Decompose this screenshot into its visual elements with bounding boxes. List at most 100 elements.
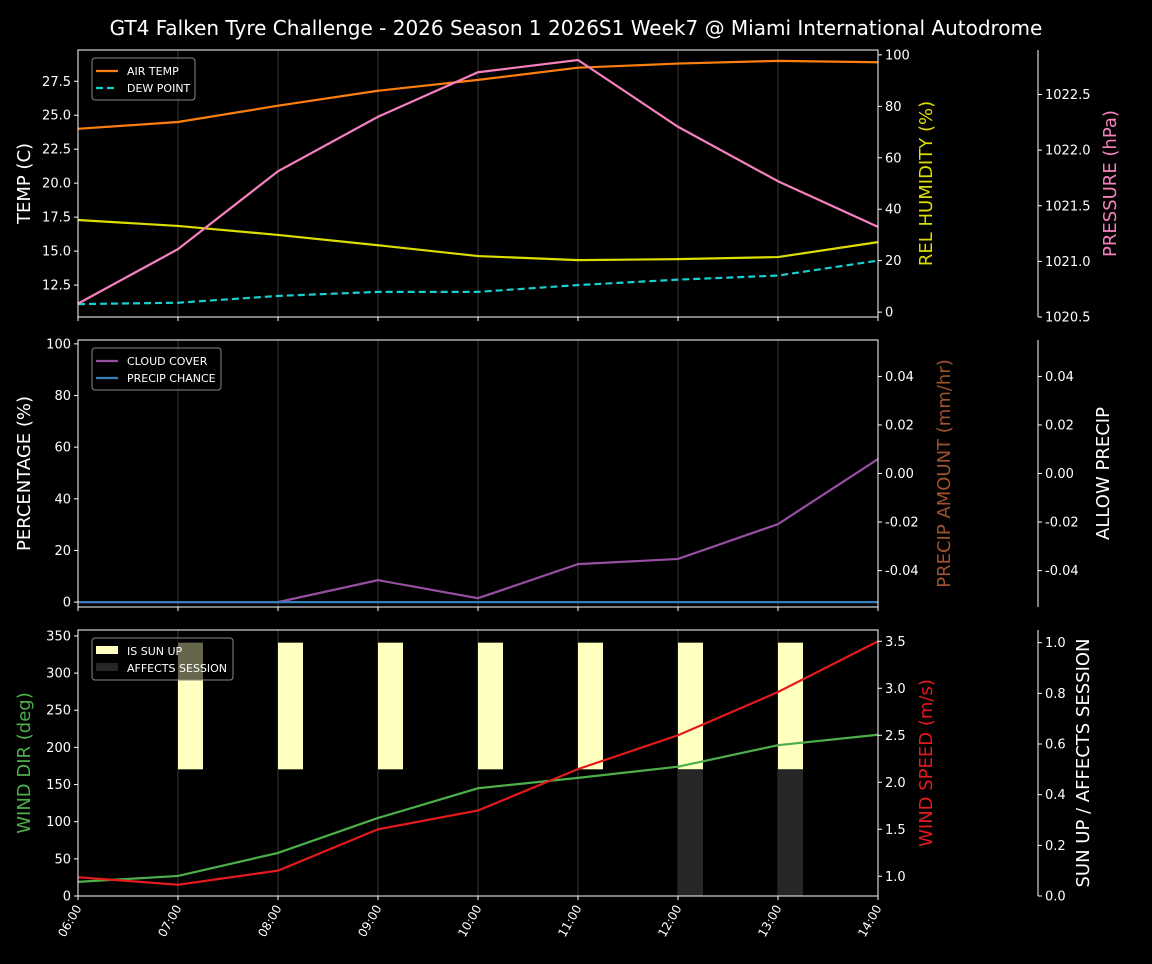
y-tick-label: 100 [885, 48, 910, 63]
y-tick-label: 2.5 [885, 729, 906, 744]
y-tick-label: 0 [63, 596, 71, 611]
y-tick-label: -0.02 [1045, 516, 1079, 531]
y-tick-label: 20.0 [42, 177, 71, 192]
y-tick-label: 60 [54, 441, 71, 456]
y-tick-label: 22.5 [42, 143, 71, 158]
y-tick-label: 40 [54, 492, 71, 507]
y-tick-label: 100 [46, 815, 71, 830]
y-tick-label: 0.0 [1045, 890, 1066, 905]
legend: CLOUD COVER PRECIP CHANCE [91, 347, 222, 391]
y-tick-label: 0.00 [1045, 467, 1074, 482]
x-tick-label: 07:00 [155, 903, 184, 940]
y-tick-label: 1022.5 [1045, 88, 1091, 103]
x-tick-label: 08:00 [255, 903, 284, 940]
legend-label: DEW POINT [127, 82, 191, 95]
affects-session-bar [678, 769, 703, 896]
y-tick-label: 80 [885, 100, 902, 115]
legend-box [91, 637, 234, 681]
y-tick-label: 2.0 [885, 776, 906, 791]
legend-box [91, 57, 196, 101]
left-series-line [77, 733, 879, 883]
y-tick-label: 12.5 [42, 279, 71, 294]
y-tick-label: 20 [54, 544, 71, 559]
y-tick-label: 50 [54, 852, 71, 867]
sun-up-bar [578, 642, 603, 770]
y-tick-label: 20 [885, 254, 902, 269]
y-tick-label: 80 [54, 389, 71, 404]
right2-series-line [77, 58, 879, 305]
axis-label-left: WIND DIR (deg) [14, 692, 35, 834]
x-tick-label: 10:00 [455, 903, 484, 940]
sun-up-bar [478, 642, 503, 770]
right1-series-line [77, 640, 879, 886]
x-tick-label: 13:00 [755, 903, 784, 940]
y-tick-label: 3.5 [885, 635, 906, 650]
y-tick-label: 15.0 [42, 245, 71, 260]
dew-point-line [77, 259, 879, 306]
y-tick-label: 1020.5 [1045, 311, 1091, 326]
y-tick-label: 60 [885, 151, 902, 166]
y-tick-label: 300 [46, 667, 71, 682]
legend-label: AFFECTS SESSION [127, 662, 227, 675]
right1-series-line [77, 218, 879, 262]
y-tick-label: 0 [63, 890, 71, 905]
axis-label-right2: SUN UP / AFFECTS SESSION [1073, 638, 1094, 887]
y-tick-label: 1022.0 [1045, 144, 1091, 159]
legend-swatch [96, 646, 118, 654]
chart-title: GT4 Falken Tyre Challenge - 2026 Season … [110, 16, 1043, 40]
y-tick-label: 0.4 [1045, 788, 1066, 803]
y-tick-label: 350 [46, 629, 71, 644]
legend-label: CLOUD COVER [127, 355, 208, 368]
legend-label: PRECIP CHANCE [127, 372, 216, 385]
y-tick-label: 1.0 [1045, 636, 1066, 651]
y-tick-label: 25.0 [42, 109, 71, 124]
air-temp-line [77, 59, 879, 130]
axis-label-left: PERCENTAGE (%) [14, 396, 35, 551]
x-tick-label: 06:00 [55, 903, 84, 940]
y-tick-label: 3.0 [885, 682, 906, 697]
y-tick-label: 250 [46, 704, 71, 719]
x-tick-label: 09:00 [355, 903, 384, 940]
legend: AIR TEMP DEW POINT [91, 57, 196, 101]
y-tick-label: 0.8 [1045, 687, 1066, 702]
sun-up-bar [678, 642, 703, 770]
y-tick-label: -0.04 [1045, 564, 1079, 579]
affects-session-bar [778, 769, 803, 896]
sun-up-bar [378, 642, 403, 770]
x-tick-label: 14:00 [855, 903, 884, 940]
axis-label-right1: REL HUMIDITY (%) [916, 101, 937, 266]
axis-label-right2: ALLOW PRECIP [1093, 407, 1114, 540]
legend: IS SUN UP AFFECTS SESSION [91, 637, 234, 681]
y-tick-label: 0.6 [1045, 738, 1066, 753]
panel-1: 12.5 15.0 17.5 20.0 22.5 25.0 27.5 TEMP (C) 0 20 4… [14, 48, 1121, 325]
sun-up-bar [778, 642, 803, 770]
y-tick-label: -0.02 [885, 516, 919, 531]
legend-box [91, 347, 222, 391]
panel-2: 0 20 40 60 80 100 PERCENTAGE (%) -0.04 -0.02 0.00… [14, 337, 1114, 611]
y-tick-label: 27.5 [42, 75, 71, 90]
y-tick-label: 1.0 [885, 870, 906, 885]
x-tick-label: 12:00 [655, 903, 684, 940]
y-tick-label: 1021.5 [1045, 199, 1091, 214]
y-tick-label: 0.04 [1045, 370, 1074, 385]
panel-3: 0 50 100 150 200 250 300 350 WIND DIR (deg) 1.0 1.… [14, 629, 1094, 939]
y-tick-label: 0.2 [1045, 839, 1066, 854]
axis-label-right2: PRESSURE (hPa) [1100, 110, 1121, 257]
y-tick-label: 1.5 [885, 823, 906, 838]
y-tick-label: 0.02 [885, 418, 914, 433]
y-tick-label: 0.02 [1045, 418, 1074, 433]
y-tick-label: 1021.0 [1045, 255, 1091, 270]
legend-swatch [96, 663, 118, 671]
y-tick-label: 100 [46, 337, 71, 352]
y-tick-label: 150 [46, 778, 71, 793]
y-tick-label: 40 [885, 203, 902, 218]
y-tick-label: 0.04 [885, 370, 914, 385]
y-tick-label: 0 [885, 306, 893, 321]
axis-label-right1: PRECIP AMOUNT (mm/hr) [934, 359, 955, 588]
sun-up-bar [278, 642, 303, 770]
y-tick-label: 200 [46, 741, 71, 756]
y-tick-label: 17.5 [42, 211, 71, 226]
axis-label-left: TEMP (C) [14, 143, 35, 225]
y-tick-label: -0.04 [885, 564, 919, 579]
